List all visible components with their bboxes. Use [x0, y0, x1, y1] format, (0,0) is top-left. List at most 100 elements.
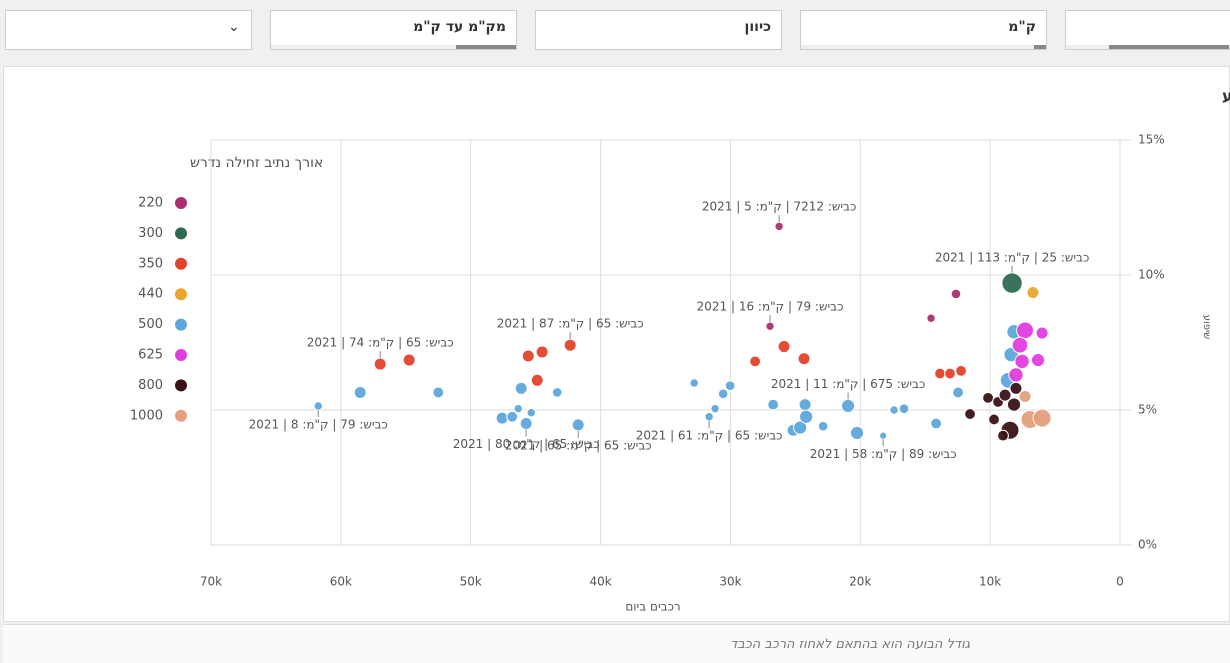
bubble [774, 221, 784, 232]
point-label: כביש: 79 | ק"מ: 8 | 2021 [249, 418, 388, 432]
legend-marker [175, 197, 187, 209]
bubble [1011, 336, 1029, 354]
bubble [926, 313, 936, 323]
x-tick-label: 30k [719, 575, 741, 589]
bubble [964, 408, 976, 420]
bubble [798, 398, 812, 412]
x-axis-label: רכבים ביום [625, 600, 680, 614]
bubble [1009, 381, 1023, 395]
bubble [1018, 390, 1032, 403]
x-tick-label: 10k [979, 575, 1001, 589]
legend-marker [175, 257, 187, 270]
bubble [988, 413, 1000, 426]
bubble [1030, 352, 1046, 368]
footnote: גודל הבועה הוא בהתאם לאחוז הרכב הכבד [3, 624, 1230, 663]
filter-label: מק"מ עד ק"מ [413, 19, 506, 35]
bubble [952, 386, 964, 399]
point-label: כביש: 25 | ק"מ: 113 | 2021 [935, 250, 1089, 264]
bubble [514, 381, 528, 395]
filter[interactable]: מק"מ עד ק"מ [270, 10, 517, 50]
legend-marker [175, 227, 187, 240]
point-label: כביש: 675 | ק"מ: 11 | 2021 [771, 377, 925, 391]
x-tick-label: 20k [849, 575, 871, 589]
y-axis-label: שיפוע [1201, 315, 1212, 340]
bubble [526, 408, 536, 418]
bubble [724, 380, 736, 392]
legend-label: 500 [138, 317, 163, 332]
bubble [1006, 397, 1022, 412]
bubble [1026, 286, 1040, 300]
bubble [704, 412, 714, 422]
bubble [944, 367, 956, 380]
bubble [519, 417, 533, 430]
bubble [495, 411, 509, 425]
bubble [930, 417, 943, 430]
bubble [889, 405, 899, 415]
legend-label: 350 [138, 256, 163, 271]
bubble [571, 418, 585, 432]
bubble [1035, 326, 1049, 340]
legend-marker [175, 409, 187, 422]
bubble [1008, 367, 1024, 383]
legend-marker [175, 318, 187, 331]
filter[interactable]: ק"מ [800, 10, 1047, 50]
bubble [1014, 353, 1030, 370]
filter[interactable] [1065, 10, 1230, 50]
bubble [879, 431, 888, 440]
bubble [563, 338, 577, 352]
point-label: כביש: 65 | ק"מ: 80 | 2021 [453, 437, 600, 451]
point-label: כביש: 7212 | ק"מ: 5 | 2021 [702, 200, 856, 214]
point-label: כביש: 89 | ק"מ: 58 | 2021 [810, 447, 957, 461]
legend-label: 220 [138, 196, 163, 211]
bubble [997, 429, 1009, 442]
slider [271, 45, 516, 49]
bubble [817, 420, 829, 432]
bubble [898, 403, 910, 414]
point-label: כביש: 65 | ק"מ: 74 | 2021 [307, 336, 454, 350]
x-tick-label: 0 [1116, 575, 1124, 589]
bubble [840, 398, 856, 414]
bubble [765, 321, 775, 331]
point-label: כביש: 65 | ק"מ: 61 | 2021 [636, 428, 783, 442]
filter[interactable]: כיוון [535, 10, 782, 50]
legend-marker [175, 379, 187, 392]
bubble [767, 398, 780, 411]
chevron: ⌄ [228, 19, 240, 35]
bubble [530, 373, 544, 387]
dropdown[interactable]: ⌄ [5, 10, 252, 50]
bubble [1016, 321, 1034, 340]
x-tick-label: 50k [460, 575, 482, 589]
bubble [777, 340, 791, 354]
slider [801, 45, 1046, 49]
x-tick-label: 60k [330, 575, 352, 589]
bubble [373, 357, 387, 371]
bubble [849, 425, 865, 441]
bubble [797, 352, 811, 366]
bubble [793, 420, 808, 435]
y-tick-label: 10% [1138, 268, 1165, 282]
bubble [1001, 272, 1023, 294]
bubble [934, 367, 946, 380]
bubble [799, 409, 814, 424]
point-label: כביש: 65 | ק"מ: 65 | 2021 [505, 438, 652, 452]
x-tick-label: 70k [200, 575, 222, 589]
bubble [998, 388, 1012, 402]
y-tick-label: 5% [1138, 403, 1157, 417]
legend-label: 440 [138, 287, 163, 302]
legend-marker [175, 288, 187, 301]
chart-title: כמות רכבים ביום אל מול השיפוע [1222, 87, 1230, 106]
bubble [506, 410, 519, 423]
y-tick-label: 15% [1138, 133, 1165, 147]
legend-title: אורך נתיב זחילה נדרש [190, 155, 323, 171]
legend-label: 800 [138, 378, 163, 393]
point-label: כביש: 65 | ק"מ: 87 | 2021 [497, 317, 644, 331]
bubble [717, 388, 729, 400]
bubble [749, 355, 762, 368]
bubble [689, 378, 699, 388]
bubble [950, 288, 962, 300]
bubble [432, 386, 445, 399]
bubble [955, 364, 967, 377]
legend-marker [175, 349, 187, 361]
